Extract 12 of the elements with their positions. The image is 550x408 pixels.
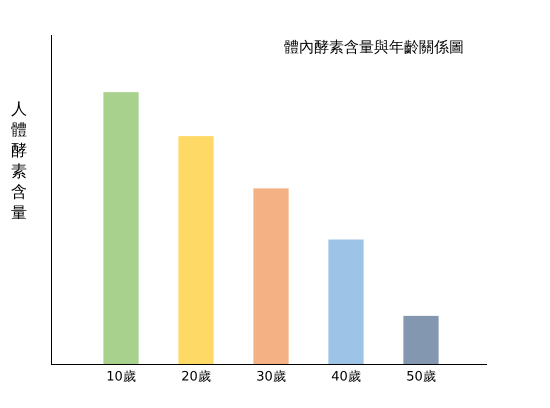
x-tick-label: 10歲 — [106, 370, 136, 385]
x-tick-label: 40歲 — [331, 370, 361, 385]
x-tick-label: 30歲 — [256, 370, 286, 385]
bar — [253, 188, 289, 364]
bar — [103, 92, 139, 364]
x-tick-label: 20歲 — [181, 370, 211, 385]
x-tick-label: 50歲 — [406, 370, 436, 385]
bar — [403, 316, 439, 364]
y-axis-title: 人體酵素含量 — [11, 99, 27, 222]
bar — [328, 239, 364, 364]
chart-title: 體內酵素含量與年齡關係圖 — [284, 38, 464, 56]
bar — [178, 136, 214, 364]
